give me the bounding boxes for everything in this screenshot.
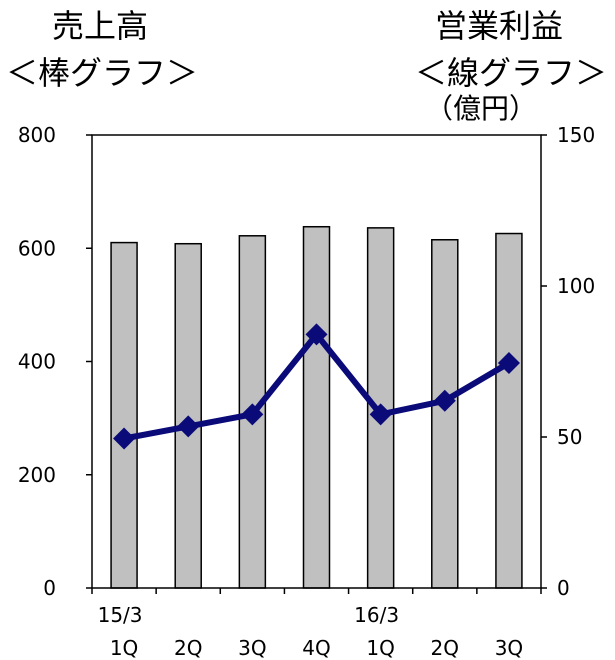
left-axis-subtitle: ＜棒グラフ＞ bbox=[6, 54, 199, 92]
category-label: 4Q bbox=[302, 636, 330, 660]
category-label: 1Q bbox=[366, 636, 394, 660]
left-tick-label: 600 bbox=[18, 236, 56, 260]
left-tick-label: 200 bbox=[18, 463, 56, 487]
line-marker bbox=[305, 323, 328, 346]
right-tick-label: 100 bbox=[557, 274, 595, 298]
left-tick-label: 800 bbox=[18, 123, 56, 147]
category-label: 3Q bbox=[238, 636, 266, 660]
line-marker bbox=[369, 403, 392, 426]
line-marker bbox=[113, 427, 136, 450]
bar bbox=[495, 232, 523, 589]
left-tick-label: 400 bbox=[18, 350, 56, 374]
right-tick-label: 50 bbox=[557, 425, 582, 449]
period-label: 15/3 bbox=[98, 603, 143, 627]
left-axis-title: 売上高 bbox=[52, 7, 149, 45]
category-label: 1Q bbox=[110, 636, 138, 660]
right-axis-title: 営業利益 bbox=[435, 7, 564, 45]
line-marker bbox=[497, 352, 520, 375]
bar bbox=[431, 239, 459, 589]
bar bbox=[302, 225, 331, 589]
right-axis-subtitle: ＜線グラフ＞ bbox=[415, 54, 608, 92]
left-tick-label: 0 bbox=[43, 576, 56, 600]
category-label: 2Q bbox=[431, 636, 459, 660]
right-axis-unit: （億円） bbox=[425, 92, 538, 125]
line-marker bbox=[433, 389, 456, 412]
category-label: 2Q bbox=[174, 636, 202, 660]
line-marker bbox=[241, 403, 264, 426]
bar bbox=[110, 241, 138, 589]
period-label: 16/3 bbox=[354, 603, 399, 627]
category-label: 3Q bbox=[495, 636, 523, 660]
right-tick-label: 0 bbox=[557, 576, 570, 600]
line-marker bbox=[177, 415, 200, 438]
right-tick-label: 150 bbox=[557, 123, 595, 147]
